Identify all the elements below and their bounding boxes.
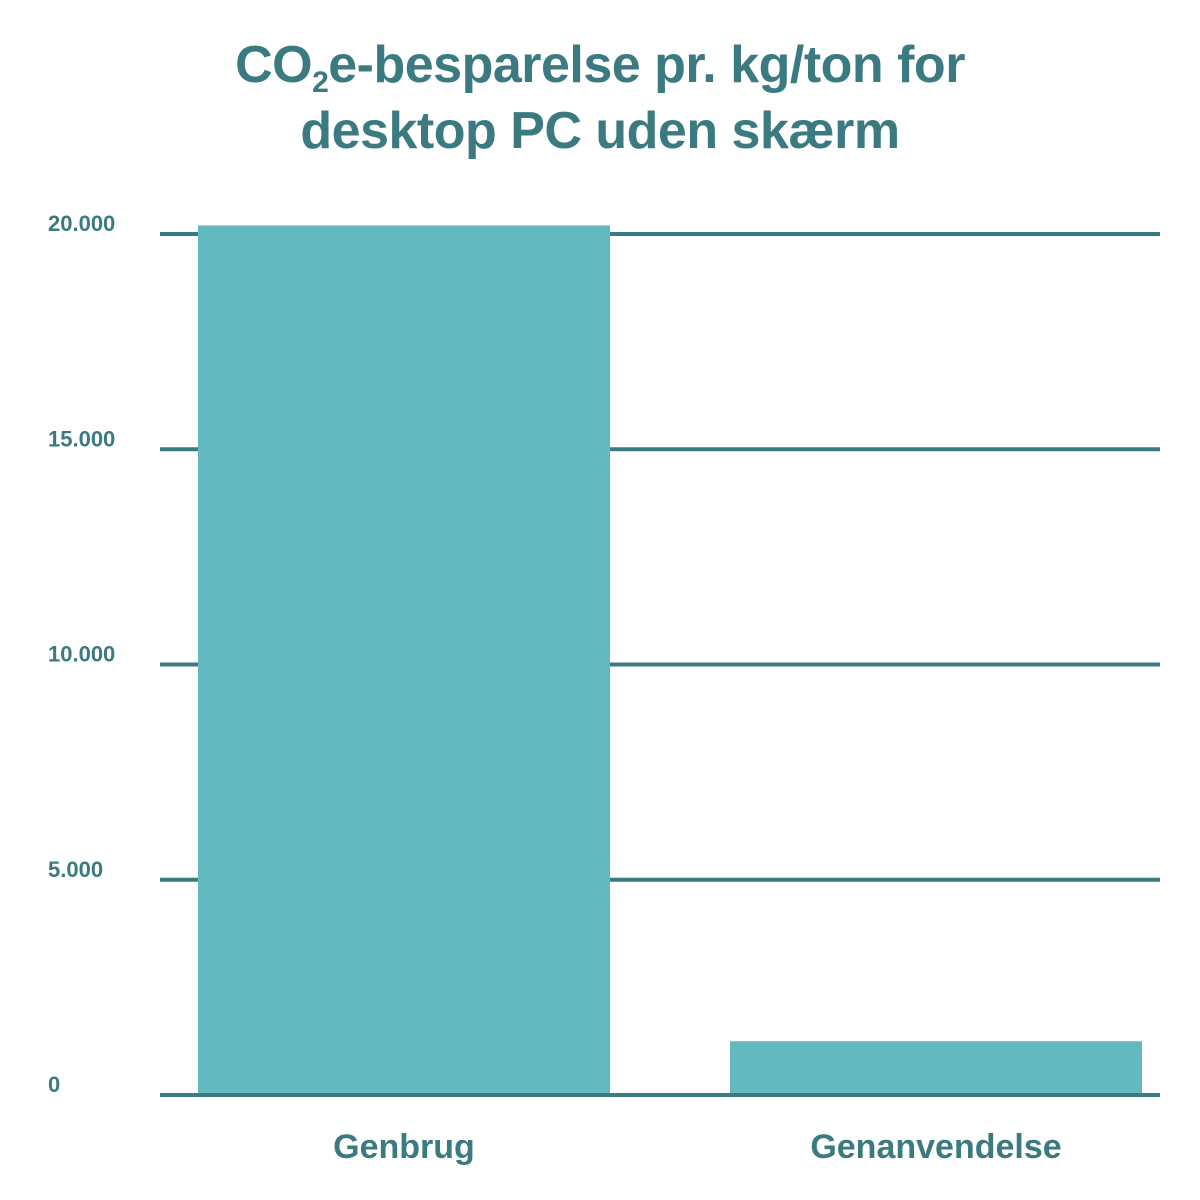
y-tick-label: 0 (48, 1072, 60, 1097)
y-tick-label: 10.000 (48, 642, 115, 667)
chart-title: CO2e-besparelse pr. kg/ton for desktop P… (0, 32, 1200, 164)
chart-title-line-2: desktop PC uden skærm (300, 102, 900, 160)
title-rest: e-besparelse pr. kg/ton for (328, 36, 965, 94)
bars (198, 225, 1142, 1093)
title-subscript: 2 (312, 66, 329, 99)
y-tick-label: 20.000 (48, 211, 115, 236)
x-tick-label: Genanvendelse (810, 1128, 1061, 1166)
y-tick-label: 15.000 (48, 426, 115, 451)
title-prefix: CO (235, 36, 313, 94)
y-tick-label: 5.000 (48, 857, 103, 882)
bar (198, 225, 610, 1093)
x-tick-label: Genbrug (333, 1128, 475, 1166)
chart-title-line-1: CO2e-besparelse pr. kg/ton for (0, 32, 1200, 98)
bar (730, 1041, 1142, 1093)
